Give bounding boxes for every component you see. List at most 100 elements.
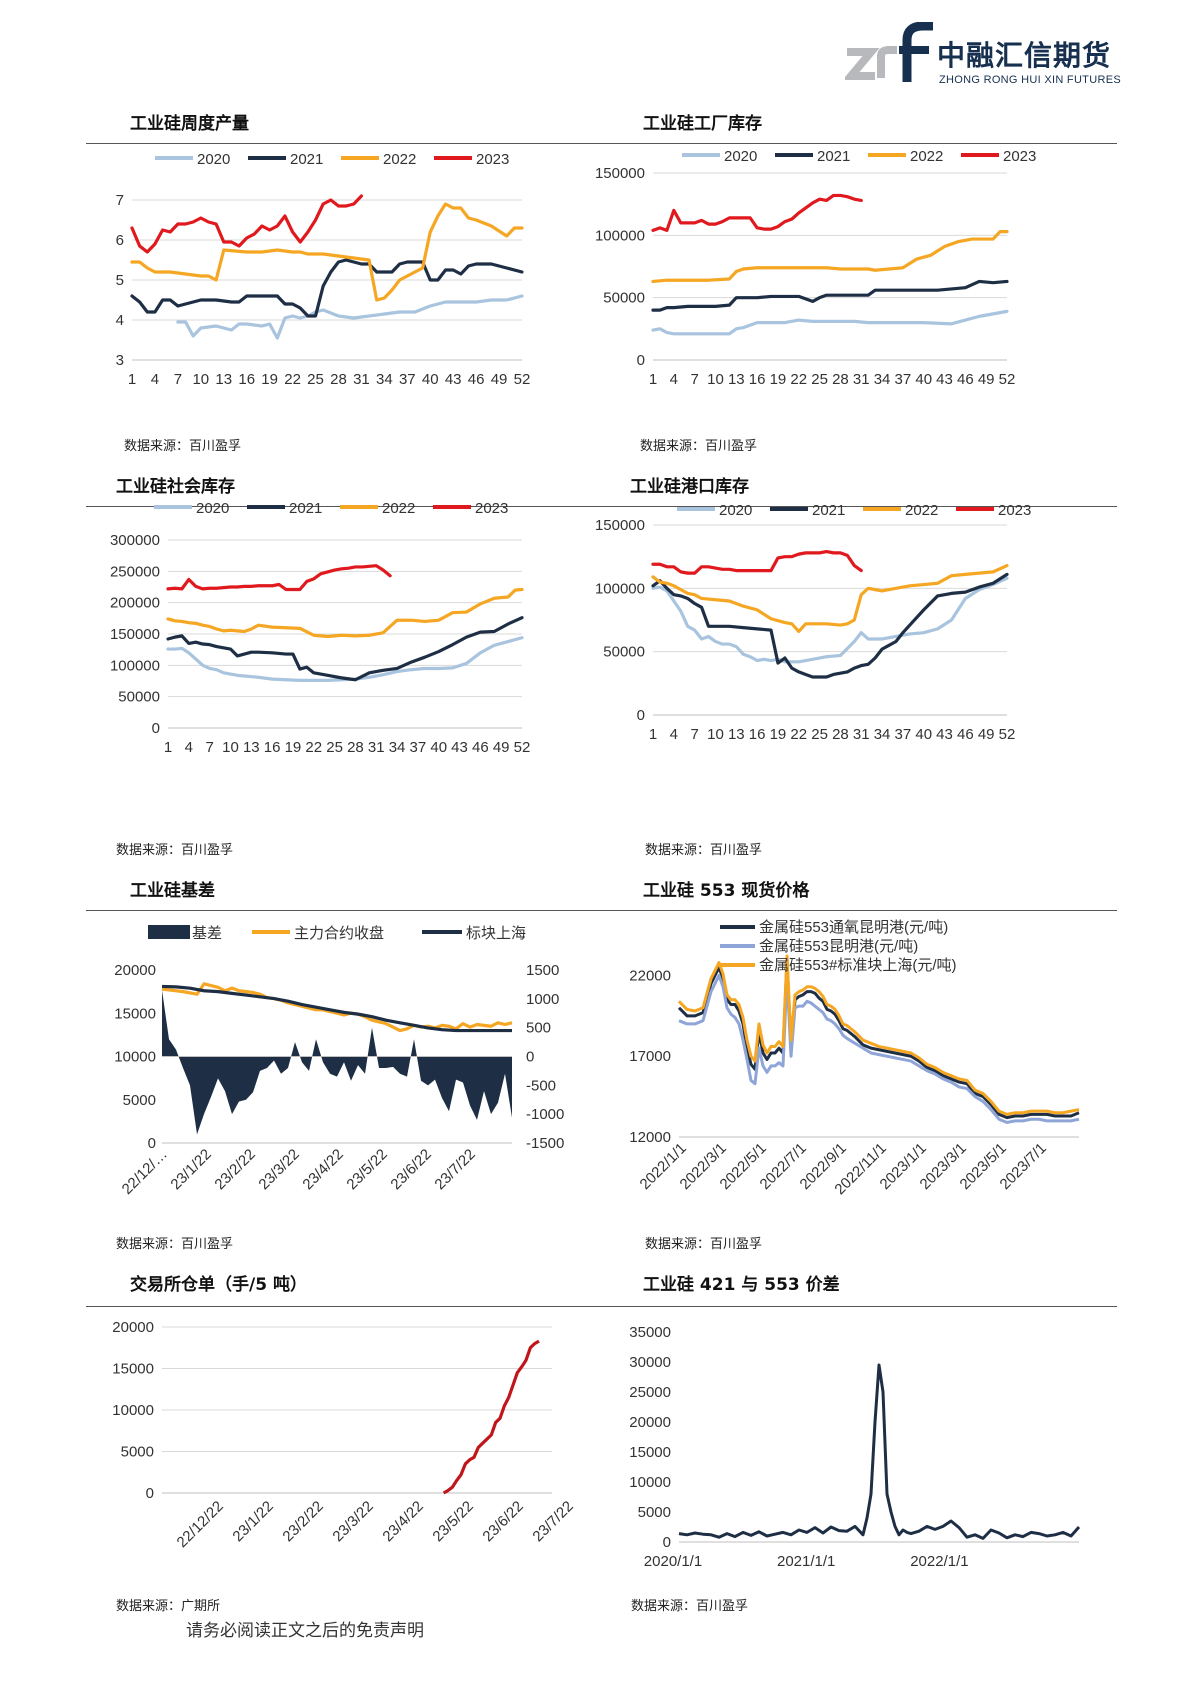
x-tick-label: 4 xyxy=(151,371,159,388)
x-tick-label: 2020/1/1 xyxy=(644,1553,702,1570)
legend-label: 2021 xyxy=(817,148,850,165)
legend: 2020 2021 2022 2023 xyxy=(682,148,1036,165)
x-tick-label: 1 xyxy=(649,726,657,743)
legend-label: 2021 xyxy=(289,500,322,517)
x-tick-label: 13 xyxy=(243,739,260,756)
legend-label: 2023 xyxy=(476,151,509,168)
data-source: 数据来源：百川盈孚 xyxy=(631,1599,749,1614)
chart-spread-svg: 0 5000 10000 15000 20000 25000 30000 35000 2020/… xyxy=(629,1324,1081,1570)
y-tick-label: 0 xyxy=(146,1485,154,1502)
x-tick-label: 43 xyxy=(445,371,462,388)
x-tick-label: 10 xyxy=(707,371,724,388)
x-tick-label: 40 xyxy=(915,726,932,743)
chart-basis-svg: 0 5000 10000 15000 20000 -1500 -1000 -500 0 500 10… xyxy=(114,924,564,1198)
y-tick-label: 50000 xyxy=(603,644,645,661)
x-tick-label: 25 xyxy=(811,726,828,743)
y-tick-label: 50000 xyxy=(118,689,160,706)
x-tick-label: 52 xyxy=(514,739,531,756)
x-tick-label: 46 xyxy=(957,726,974,743)
chart-basis: 0 5000 10000 15000 20000 -1500 -1000 -500 0 500 10… xyxy=(90,915,590,1215)
legend: 2020 2021 2022 2023 xyxy=(677,502,1031,519)
data-source: 数据来源：百川盈孚 xyxy=(116,843,234,858)
legend-label: 2022 xyxy=(905,502,938,519)
x-tick-label: 23/2/22 xyxy=(279,1498,326,1545)
y-tick-label-right: -1500 xyxy=(526,1135,564,1152)
legend-label: 主力合约收盘 xyxy=(294,924,384,942)
x-tick-label: 23/6/22 xyxy=(479,1498,526,1545)
x-tick-label: 37 xyxy=(895,371,912,388)
x-tick-label: 22 xyxy=(790,726,807,743)
y-tick-label: 0 xyxy=(663,1534,671,1551)
series-line-warrants xyxy=(442,1339,540,1495)
y-tick-label: 17000 xyxy=(629,1048,671,1065)
series-line-2020 xyxy=(176,294,524,340)
x-tick-label: 40 xyxy=(422,371,439,388)
x-tick-label: 31 xyxy=(853,726,870,743)
x-tick-label: 31 xyxy=(353,371,370,388)
x-tick-label: 4 xyxy=(670,371,678,388)
chart-warrants: 0 5000 10000 15000 20000 22/12/22 23/1/22 23/2/… xyxy=(90,1310,580,1580)
chart-warrants-svg: 0 5000 10000 15000 20000 22/12/22 23/1/22 23/2/… xyxy=(112,1319,577,1551)
data-source: 数据来源：百川盈孚 xyxy=(645,1237,763,1252)
x-tick-label: 28 xyxy=(832,726,849,743)
x-tick-label: 10 xyxy=(222,739,239,756)
legend: 金属硅553通氧昆明港(元/吨) 金属硅553昆明港(元/吨) 金属硅553#标准块… xyxy=(720,919,957,974)
x-tick-label: 19 xyxy=(770,726,787,743)
x-tick-label: 31 xyxy=(853,371,870,388)
chart-port: 0 50000 100000 150000 1 4 7 10 13 16 19 22 25 28 31 34 3… xyxy=(595,502,1105,805)
x-tick-label: 40 xyxy=(430,739,447,756)
y-tick-label: 150000 xyxy=(110,626,160,643)
x-tick-label: 49 xyxy=(978,371,995,388)
logo-english-name: ZHONG RONG HUI XIN FUTURES xyxy=(939,74,1121,86)
x-tick-label: 49 xyxy=(493,739,510,756)
x-tick-label: 34 xyxy=(874,371,891,388)
x-tick-label: 28 xyxy=(330,371,347,388)
x-tick-label: 23/4/22 xyxy=(299,1146,346,1193)
series-line-2023 xyxy=(651,549,863,575)
y-tick-label: 150000 xyxy=(595,165,645,182)
x-tick-label: 34 xyxy=(389,739,406,756)
y-tick-label: 100000 xyxy=(110,657,160,674)
x-tick-label: 23/6/22 xyxy=(387,1146,434,1193)
x-tick-label: 4 xyxy=(670,726,678,743)
y-tick-label: 300000 xyxy=(110,532,160,549)
x-tick-label: 23/5/22 xyxy=(429,1498,476,1545)
logo-chinese-name: 中融汇信期货 xyxy=(937,39,1112,72)
x-tick-label: 23/3/22 xyxy=(255,1146,302,1193)
chart-factory-svg: 0 50000 100000 150000 1 4 7 10 13 16 19 22 25 28 31 34 3… xyxy=(595,148,1036,388)
x-tick-label: 31 xyxy=(368,739,385,756)
x-tick-label: 16 xyxy=(264,739,281,756)
series-line-2021 xyxy=(166,616,524,682)
data-source: 数据来源：百川盈孚 xyxy=(116,1237,234,1252)
y-tick-label-left: 20000 xyxy=(114,962,156,979)
x-tick-label: 13 xyxy=(728,726,745,743)
x-tick-label: 2022/1/1 xyxy=(910,1553,968,1570)
x-tick-label: 16 xyxy=(749,726,766,743)
x-tick-label: 46 xyxy=(957,371,974,388)
y-tick-label: 5 xyxy=(116,272,124,289)
y-tick-label: 200000 xyxy=(110,595,160,612)
x-tick-label: 25 xyxy=(307,371,324,388)
y-tick-label: 35000 xyxy=(629,1324,671,1341)
y-tick-label: 25000 xyxy=(629,1384,671,1401)
series-line-2020 xyxy=(651,309,1009,336)
y-tick-label-left: 10000 xyxy=(114,1049,156,1066)
x-tick-label: 19 xyxy=(770,371,787,388)
series-line-2021 xyxy=(651,572,1009,679)
x-tick-label: 10 xyxy=(192,371,209,388)
x-tick-label: 10 xyxy=(707,726,724,743)
legend-label: 2022 xyxy=(383,151,416,168)
y-tick-label: 20000 xyxy=(629,1414,671,1431)
x-tick-label: 37 xyxy=(895,726,912,743)
legend-label: 基差 xyxy=(192,925,222,942)
series-line-2022 xyxy=(651,229,1009,284)
company-logo: znf 中融汇信期货 ZHONG RONG HUI XIN FUTURES xyxy=(842,21,1150,102)
series-line-2023 xyxy=(130,194,364,254)
y-tick-label-left: 5000 xyxy=(123,1092,156,1109)
x-tick-label: 28 xyxy=(347,739,364,756)
panel-title-production: 工业硅周度产量 xyxy=(130,114,249,134)
y-tick-label: 15000 xyxy=(112,1361,154,1378)
y-tick-label-right: 1500 xyxy=(526,962,559,979)
x-tick-label: 43 xyxy=(451,739,468,756)
x-tick-label: 52 xyxy=(999,726,1016,743)
